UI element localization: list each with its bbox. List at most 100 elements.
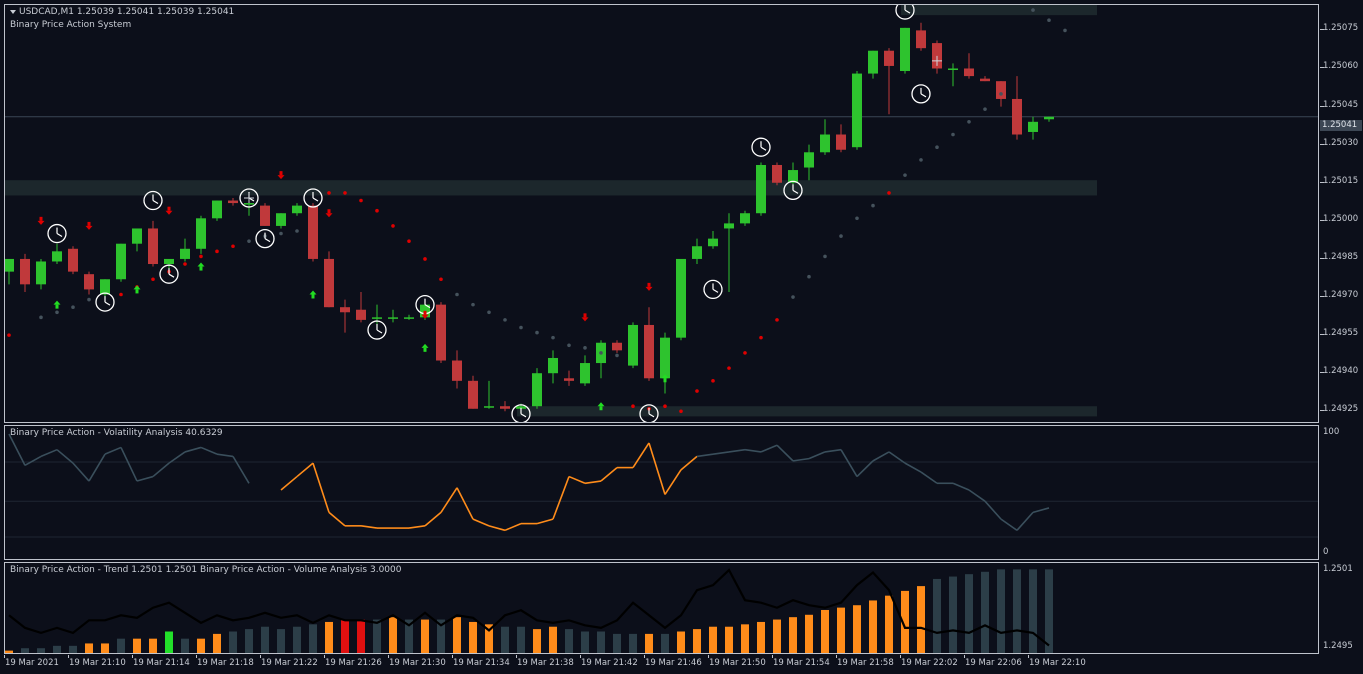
trail-dot — [1063, 28, 1067, 33]
signal-clock-icon — [751, 137, 771, 157]
bull-candle — [660, 337, 670, 379]
signal-clock-icon — [895, 5, 915, 20]
bear-candle — [884, 50, 894, 66]
time-tick — [900, 655, 901, 658]
volume-bar — [1045, 569, 1053, 653]
price-chart-pane[interactable]: USDCAD,M1 1.25039 1.25041 1.25039 1.2504… — [4, 4, 1319, 423]
volatility-pane[interactable]: Binary Price Action - Volatility Analysi… — [4, 425, 1319, 560]
price-axis-label: 1.25060 — [1323, 61, 1359, 72]
volatility-segment — [104, 446, 122, 455]
chart-menu-icon[interactable] — [10, 10, 16, 14]
time-axis-label: 19 Mar 21:50 — [709, 658, 766, 668]
trail-dot — [343, 191, 347, 195]
volatility-segment — [680, 455, 698, 471]
bull-candle — [788, 170, 798, 183]
signal-clock-icon — [911, 84, 931, 104]
signal-clock-icon — [143, 190, 163, 211]
time-tick — [644, 655, 645, 658]
trail-dot — [839, 234, 843, 238]
volume-bar — [693, 629, 701, 653]
volume-bar — [821, 610, 829, 653]
axis-tick — [1320, 296, 1324, 298]
volatility-segment — [1016, 511, 1034, 531]
volatility-segment — [632, 442, 650, 469]
time-axis-label: 19 Mar 21:38 — [517, 658, 574, 668]
volatility-segment — [696, 453, 714, 458]
volume-bar — [581, 631, 589, 653]
bear-candle — [644, 324, 654, 379]
volatility-line-chart — [5, 433, 1318, 538]
volume-bar — [949, 576, 957, 653]
trail-dot — [679, 409, 683, 414]
volatility-segment — [904, 462, 922, 473]
trail-dot — [615, 353, 619, 358]
time-tick — [836, 655, 837, 658]
signal-clock-icon — [303, 188, 323, 208]
bear-candle — [996, 81, 1006, 99]
volume-bar — [837, 607, 845, 653]
trail-dot — [215, 249, 219, 254]
bull-candle — [692, 246, 702, 259]
bull-candle — [52, 251, 62, 262]
volatility-axis-min: 0 — [1323, 547, 1329, 557]
price-axis-label: 1.25045 — [1323, 99, 1359, 110]
axis-tick — [1320, 334, 1324, 336]
volume-bar — [357, 619, 365, 653]
bull-candle — [196, 218, 206, 249]
volume-bar — [341, 619, 349, 653]
bull-candle — [404, 317, 414, 319]
trail-dot — [231, 244, 235, 249]
volume-bar — [613, 633, 621, 653]
current-price-label: 1.25041 — [1320, 120, 1362, 131]
bear-candle — [1012, 98, 1022, 135]
trail-dot — [567, 343, 571, 348]
volume-bar — [21, 648, 29, 653]
volatility-axis: 100 0 — [1320, 425, 1363, 560]
price-axis[interactable]: 1.25075 1.25060 1.25045 1.25030 1.25015 1.250… — [1320, 4, 1363, 423]
trail-dot — [823, 254, 827, 259]
bull-candle — [1044, 116, 1054, 120]
down-arrow-icon — [165, 206, 173, 215]
volume-bar — [901, 590, 909, 653]
trail-dot — [359, 198, 363, 203]
bull-candle — [580, 363, 590, 384]
volume-bar — [549, 626, 557, 653]
volume-bar — [37, 648, 45, 653]
volume-bar — [965, 574, 973, 653]
volatility-segment — [824, 448, 842, 453]
volume-bar — [181, 638, 189, 653]
up-arrow-icon — [309, 290, 317, 299]
trail-dot — [183, 262, 187, 266]
trail-dot — [471, 302, 475, 307]
volatility-segment — [136, 475, 154, 482]
down-arrow-icon — [37, 216, 45, 225]
trail-dot — [999, 92, 1003, 96]
bear-candle — [980, 78, 990, 82]
volume-bar — [437, 619, 445, 653]
trend-axis-min: 1.2495 — [1323, 641, 1353, 651]
system-name-label: Binary Price Action System — [10, 20, 132, 30]
trend-axis: 1.2501 1.2495 — [1320, 562, 1363, 654]
price-axis-label: 1.24985 — [1323, 251, 1359, 262]
bull-candle — [532, 373, 542, 407]
bull-candle — [948, 68, 958, 70]
time-axis-label: 19 Mar 22:02 — [901, 658, 958, 668]
volume-bar — [213, 633, 221, 653]
time-axis[interactable]: 19 Mar 2021 19 Mar 21:10 19 Mar 21:14 19 Ma… — [4, 655, 1319, 674]
volatility-segment — [984, 500, 1002, 520]
trend-title: Binary Price Action - Trend 1.2501 1.250… — [10, 565, 402, 575]
volatility-segment — [600, 466, 618, 482]
time-axis-label: 19 Mar 21:22 — [261, 658, 318, 668]
volume-bar — [101, 643, 109, 653]
volatility-segment — [120, 447, 138, 482]
trend-volume-pane[interactable]: Binary Price Action - Trend 1.2501 1.250… — [4, 562, 1319, 654]
volume-bar — [293, 626, 301, 653]
bear-candle — [564, 378, 574, 381]
signal-clock-icon — [47, 223, 67, 244]
volatility-segment — [88, 453, 106, 482]
time-axis-label: 19 Mar 21:42 — [581, 658, 638, 668]
time-tick — [196, 655, 197, 658]
up-arrow-icon — [197, 262, 205, 271]
price-axis-label: 1.24940 — [1323, 366, 1359, 377]
bull-candle — [212, 200, 222, 219]
